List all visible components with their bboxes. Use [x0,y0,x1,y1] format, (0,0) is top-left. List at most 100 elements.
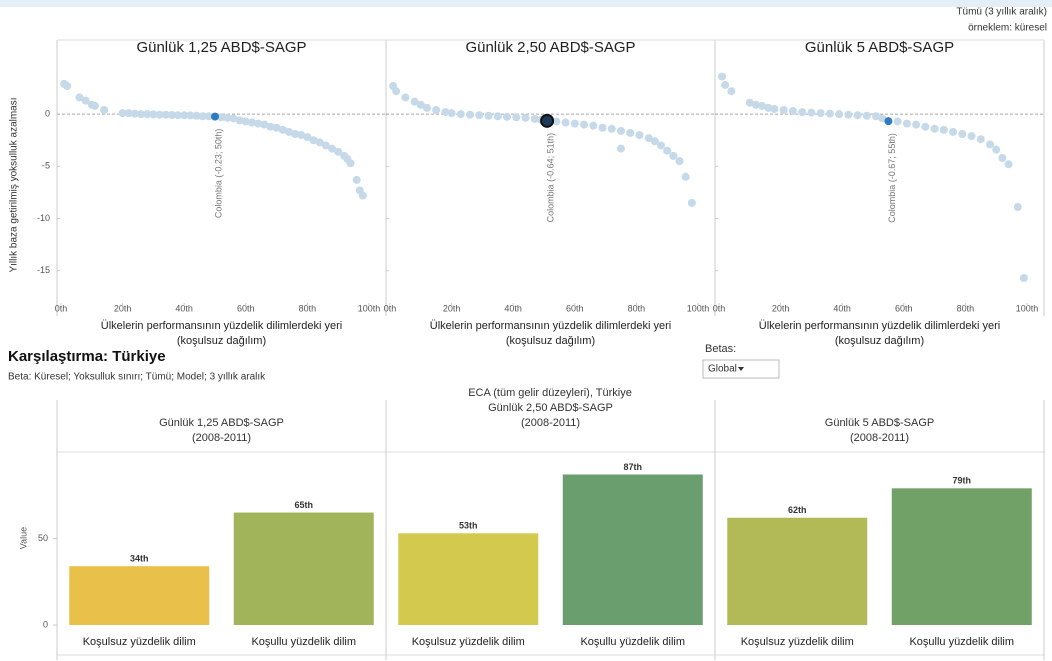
point [291,130,300,138]
point [758,101,767,110]
point [807,108,816,117]
panel-title: Günlük 1,25 ABD$-SAGP [159,417,284,429]
x-axis-label: (koşulsuz dağılım) [177,335,266,347]
point [447,109,456,118]
point [617,126,625,135]
y-axis-label: Value [18,527,28,549]
x-tick-label: 60th [895,303,913,313]
annotation: Colombia (-0.23; 50th) [213,129,223,219]
x-tick-label: 60th [237,303,255,313]
x-tick-label: 40th [504,303,522,313]
point [998,154,1007,162]
point [167,111,176,120]
x-tick-label: 20th [772,303,790,313]
panel-title: (2008-2011) [192,432,251,444]
y-tick-label: 50 [38,533,48,543]
point [503,112,512,121]
point [976,135,985,144]
x-tick-label: 40th [175,303,193,313]
bar [562,474,703,625]
point [100,106,109,114]
point [217,113,226,122]
x-tick-label: 0th [55,303,68,313]
y-tick-label: -5 [42,161,50,171]
x-axis-label: Ülkelerin performansının yüzdelik diliml… [759,320,1000,332]
point [81,96,90,105]
point [844,110,853,119]
x-tick-label: 80th [957,303,975,313]
x-tick-label: 20th [114,303,132,313]
annotation: Colombia (-0.67; 55th) [887,133,897,223]
point [992,145,1001,154]
point [939,125,948,134]
point [410,97,419,106]
point [650,137,659,146]
point [254,119,263,128]
point [779,106,788,114]
point [878,114,887,123]
point [223,113,232,122]
point [334,147,343,156]
point [687,198,696,207]
panel-title: (2008-2011) [850,432,909,444]
point [921,122,930,131]
point [1019,274,1028,282]
bar [233,512,374,625]
y-tick-label: -15 [37,265,50,275]
point [681,172,690,181]
point [130,109,139,118]
point [124,109,133,118]
point [816,109,825,118]
bar-label: 65th [294,500,313,510]
bar [727,517,868,625]
point [825,109,834,118]
point [303,133,312,142]
point [192,111,201,120]
section-title: Karşılaştırma: Türkiye [8,348,166,365]
point [512,113,521,122]
point [862,111,871,120]
highlight-point [211,112,219,121]
point [552,117,561,126]
bar-label: 87th [623,462,642,472]
point [872,112,881,121]
point [229,114,238,123]
x-tick-label: 0th [384,303,397,313]
panel-title: Günlük 5 ABD$-SAGP [805,39,954,56]
point [657,141,666,150]
y-axis-label: Yıllık baza getirilmiş yoksulluk azalmas… [9,97,20,272]
point [764,103,773,112]
point [241,117,250,126]
x-tick-label: 100th [687,303,710,313]
x-tick-label: Koşulsuz yüzdelik dilim [83,636,196,648]
x-tick-label: 40th [833,303,851,313]
dropdown-arrow[interactable] [738,367,744,371]
dropdown-value[interactable]: Global [708,364,737,375]
y-tick-label: 0 [45,109,50,119]
point [721,80,730,89]
panel-title: Günlük 2,50 ABD$-SAGP [465,39,635,56]
annotation: Colombia (-0.64; 51th) [545,133,555,223]
x-tick-label: Koşullu yüzdelik dilim [580,636,685,648]
panel-title: Günlük 2,50 ABD$-SAGP [488,402,613,414]
point [235,116,244,125]
point [949,127,958,136]
panel-title: Günlük 1,25 ABD$-SAGP [136,39,306,56]
point [675,157,684,166]
point [198,112,207,121]
x-axis-label: (koşulsuz dağılım) [835,335,924,347]
point [401,93,410,102]
bar-label: 53th [459,521,478,531]
point [663,146,672,155]
point [598,123,607,132]
bar-label: 62th [788,505,807,515]
section-subtitle: Beta: Küresel; Yoksulluk sınırı; Tümü; M… [8,372,266,383]
point [484,111,493,120]
point [174,111,183,120]
x-tick-label: Koşulsuz yüzdelik dilim [741,636,854,648]
point [118,109,127,118]
point [853,111,862,120]
point [580,120,589,129]
point [893,117,902,126]
point [284,127,293,136]
